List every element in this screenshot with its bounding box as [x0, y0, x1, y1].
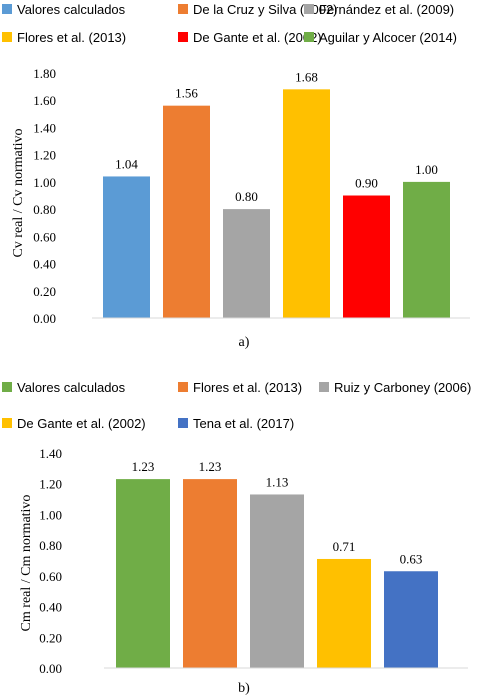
legend-label: Fernández et al. (2009) — [319, 2, 454, 17]
y-axis-title-b: Cm real / Cm normativo — [19, 495, 34, 632]
data-label: 0.80 — [235, 189, 258, 204]
y-tick-label: 0.80 — [39, 538, 62, 553]
y-ticks-a: 0.00 0.20 0.40 0.60 0.80 1.00 1.20 1.40 1.60 1.80 — [33, 66, 56, 326]
y-tick-label: 0.40 — [39, 600, 62, 615]
chart-a: Valores calculados De la Cruz y Silva (20… — [2, 2, 470, 350]
bar — [183, 479, 237, 668]
legend-label: Aguilar y Alcocer (2014) — [319, 30, 457, 45]
data-label: 1.23 — [199, 459, 222, 474]
legend-swatch — [2, 32, 12, 42]
data-label: 1.56 — [175, 86, 198, 101]
legend-label: Tena et al. (2017) — [193, 416, 294, 431]
legend-swatch — [304, 32, 314, 42]
legend-label: Valores calculados — [17, 380, 126, 395]
data-label: 0.71 — [333, 539, 356, 554]
y-tick-label: 0.20 — [33, 284, 56, 299]
y-tick-label: 0.00 — [33, 311, 56, 326]
data-label: 1.23 — [132, 459, 155, 474]
y-tick-label: 1.40 — [39, 446, 62, 461]
y-tick-label: 1.20 — [39, 477, 62, 492]
bar — [163, 105, 210, 319]
legend-swatch — [178, 418, 188, 428]
data-label: 0.90 — [355, 176, 378, 191]
legend-label: Ruiz y Carboney (2006) — [334, 380, 471, 395]
legend-swatch — [178, 382, 188, 392]
bar — [223, 209, 270, 318]
legend-swatch — [178, 32, 188, 42]
y-tick-label: 0.60 — [33, 229, 56, 244]
bar — [283, 89, 330, 318]
y-axis-title-a: Cv real / Cv normativo — [11, 128, 26, 257]
legend-label: Flores et al. (2013) — [17, 30, 126, 45]
bar — [103, 176, 150, 318]
legend-label: Valores calculados — [17, 2, 126, 17]
data-label: 1.00 — [415, 162, 438, 177]
data-label: 1.04 — [115, 156, 138, 171]
bars-b: 1.23 1.23 1.13 0.71 0.63 — [116, 459, 438, 668]
legend-swatch — [319, 382, 329, 392]
chart-b: Valores calculados Flores et al. (2013) Ru… — [2, 380, 471, 696]
y-tick-label: 0.80 — [33, 202, 56, 217]
legend-b: Valores calculados Flores et al. (2013) Ru… — [2, 380, 471, 431]
legend-label: De Gante et al. (2002) — [17, 416, 146, 431]
chart-caption-b: b) — [238, 681, 250, 696]
data-label: 1.68 — [295, 69, 318, 84]
y-tick-label: 1.20 — [33, 148, 56, 163]
legend-swatch — [178, 4, 188, 14]
y-tick-label: 0.00 — [39, 661, 62, 676]
y-tick-label: 1.80 — [33, 66, 56, 81]
y-tick-label: 1.00 — [33, 175, 56, 190]
legend-swatch — [304, 4, 314, 14]
bar — [317, 558, 371, 668]
legend-label: De Gante et al. (2002) — [193, 30, 322, 45]
y-ticks-b: 0.00 0.20 0.40 0.60 0.80 1.00 1.20 1.40 — [39, 446, 62, 676]
legend-swatch — [2, 418, 12, 428]
legend-a: Valores calculados De la Cruz y Silva (20… — [2, 2, 457, 45]
y-tick-label: 1.60 — [33, 93, 56, 108]
y-tick-label: 0.60 — [39, 569, 62, 584]
bars-a: 1.04 1.56 0.80 1.68 0.90 1.00 — [103, 69, 450, 319]
bar — [384, 571, 438, 668]
legend-label: Flores et al. (2013) — [193, 380, 302, 395]
y-tick-label: 0.20 — [39, 630, 62, 645]
bar — [343, 195, 390, 318]
data-label: 1.13 — [266, 474, 289, 489]
y-tick-label: 1.40 — [33, 120, 56, 135]
legend-swatch — [2, 382, 12, 392]
bar — [116, 479, 170, 668]
y-tick-label: 0.40 — [33, 257, 56, 272]
bar — [403, 181, 450, 318]
data-label: 0.63 — [400, 551, 423, 566]
chart-caption-a: a) — [239, 335, 250, 350]
bar — [250, 494, 304, 668]
legend-label: De la Cruz y Silva (2002) — [193, 2, 338, 17]
y-tick-label: 1.00 — [39, 507, 62, 522]
legend-swatch — [2, 4, 12, 14]
